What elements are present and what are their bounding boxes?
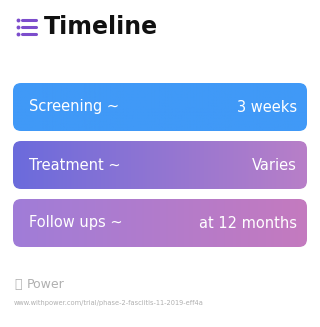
Text: Power: Power bbox=[27, 279, 65, 291]
Text: Varies: Varies bbox=[252, 158, 297, 173]
Text: Follow ups ~: Follow ups ~ bbox=[29, 215, 123, 231]
Text: ␧: ␧ bbox=[14, 279, 21, 291]
Text: Treatment ~: Treatment ~ bbox=[29, 158, 121, 173]
Text: at 12 months: at 12 months bbox=[199, 215, 297, 231]
Text: Timeline: Timeline bbox=[44, 15, 158, 39]
Text: Screening ~: Screening ~ bbox=[29, 99, 119, 114]
Text: 3 weeks: 3 weeks bbox=[237, 99, 297, 114]
Text: www.withpower.com/trial/phase-2-fasciitis-11-2019-eff4a: www.withpower.com/trial/phase-2-fasciiti… bbox=[14, 300, 204, 306]
